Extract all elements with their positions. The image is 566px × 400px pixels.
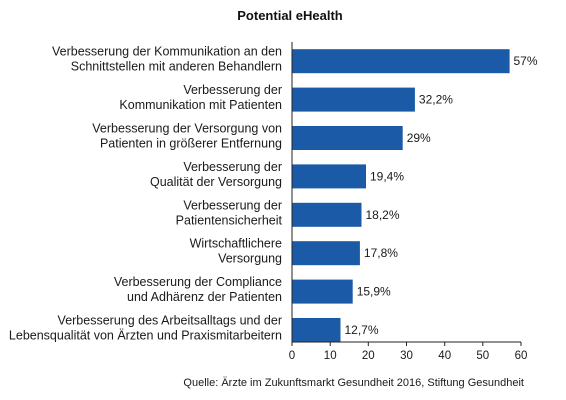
category-label-7-line-2: und Adhärenz der Patienten <box>127 290 282 304</box>
category-label-6-line-1: Wirtschaftlichere <box>190 237 282 251</box>
x-axis: 0 10 20 30 40 50 60 <box>289 42 528 362</box>
category-label-6-line-2: Versorgung <box>218 252 282 266</box>
category-label-8-line-2: Lebensqualität von Ärzten und Praxismita… <box>9 329 282 343</box>
category-label-2-line-2: Kommunikation mit Patienten <box>119 98 282 112</box>
bar-1 <box>292 49 510 74</box>
bar-7 <box>292 279 353 304</box>
category-label-8-line-1: Verbesserung des Arbeitsalltags und der <box>58 314 282 328</box>
category-label-1-line-1: Verbesserung der Kommunikation an den <box>52 45 282 59</box>
x-tick-label-30: 30 <box>400 350 413 362</box>
value-label-6: 17,8% <box>364 246 398 260</box>
value-label-7: 15,9% <box>357 285 391 299</box>
category-labels-group: Verbesserung der Kommunikation an denSch… <box>9 45 283 343</box>
x-tick-label-20: 20 <box>362 350 375 362</box>
bar-2 <box>292 87 415 112</box>
category-label-5-line-1: Verbesserung der <box>183 198 282 212</box>
chart-title: Potential eHealth <box>237 8 343 23</box>
value-label-3: 29% <box>407 131 431 145</box>
value-label-1: 57% <box>514 54 538 68</box>
x-tick-label-50: 50 <box>476 350 489 362</box>
category-label-1-line-2: Schnittstellen mit anderen Behandlern <box>71 60 282 74</box>
bar-6 <box>292 241 360 266</box>
bars-group <box>292 49 510 342</box>
source-note: Quelle: Ärzte im Zukunftsmarkt Gesundhei… <box>183 377 524 389</box>
category-label-4-line-1: Verbesserung der <box>183 160 282 174</box>
category-label-4-line-2: Qualität der Versorgung <box>150 175 282 189</box>
value-label-5: 18,2% <box>366 208 400 222</box>
category-label-3-line-2: Patienten in größerer Entfernung <box>100 137 282 151</box>
x-tick-label-10: 10 <box>324 350 337 362</box>
bar-4 <box>292 164 366 189</box>
category-label-7-line-1: Verbesserung der Compliance <box>114 275 282 289</box>
category-label-3-line-1: Verbesserung der Versorgung von <box>92 122 282 136</box>
category-label-2-line-1: Verbesserung der <box>183 83 282 97</box>
value-label-2: 32,2% <box>419 93 453 107</box>
value-label-8: 12,7% <box>345 323 379 337</box>
category-label-5-line-2: Patientensicherheit <box>176 213 283 227</box>
value-labels-group: 57% 32,2% 29% 19,4% 18,2% 17,8% 15,9% 12,7% <box>345 54 538 337</box>
x-tick-label-60: 60 <box>515 350 528 362</box>
bar-3 <box>292 126 403 150</box>
bar-8 <box>292 318 341 342</box>
x-tick-label-0: 0 <box>289 350 295 362</box>
value-label-4: 19,4% <box>370 169 404 183</box>
x-tick-label-40: 40 <box>438 350 451 362</box>
bar-5 <box>292 202 362 227</box>
